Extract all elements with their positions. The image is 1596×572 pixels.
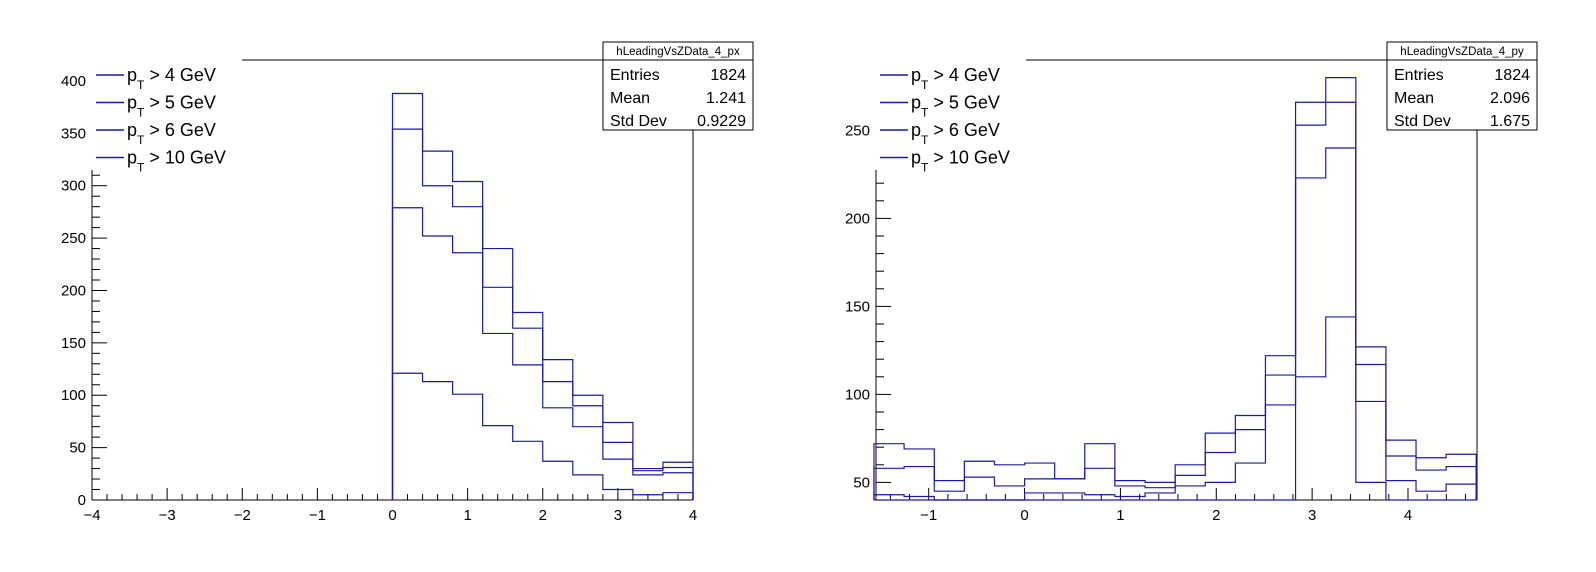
y-tick-label: 50 [69, 440, 86, 457]
y-tick-label: 100 [845, 386, 870, 403]
x-tick-label: −1 [920, 507, 937, 524]
stats-value: 0.9229 [697, 113, 746, 130]
histogram-series-2 [391, 128, 694, 500]
x-tick-label: 0 [1020, 507, 1028, 524]
histogram-series-1 [873, 77, 1477, 500]
legend-label: pT > 5 GeV [911, 93, 1000, 120]
y-tick-label: 200 [61, 282, 86, 299]
panel-px: −4 −3 −2 −1 0 1 2 3 4 0 50 100 150 200 250 300 350 400 pT… [61, 41, 754, 524]
histogram-series-3 [391, 207, 694, 500]
plot-area-px: −4 −3 −2 −1 0 1 2 3 4 0 50 100 150 200 250 300 350 400 [61, 59, 697, 524]
plot-area-py: −1 0 1 2 3 4 50 100 150 200 250 [845, 59, 1478, 524]
stats-label: Mean [1394, 90, 1434, 107]
legend-label: pT > 10 GeV [911, 148, 1010, 175]
y-tick-label: 300 [61, 178, 86, 195]
legend-label: pT > 6 GeV [127, 120, 216, 147]
x-tick-label: 3 [614, 507, 622, 524]
stats-value: 1.241 [706, 90, 746, 107]
x-tick-label: 3 [1308, 507, 1316, 524]
stats-label: Mean [610, 90, 650, 107]
y-tick-label: 150 [61, 335, 86, 352]
y-tick-label: 350 [61, 125, 86, 142]
stats-value: 1824 [710, 67, 746, 84]
stats-box-frame [1386, 41, 1538, 131]
stats-value: 1.675 [1490, 113, 1530, 130]
x-tick-label: −2 [234, 507, 251, 524]
x-tick-label: 1 [463, 507, 471, 524]
histogram-series-3 [873, 147, 1477, 501]
legend-label: pT > 5 GeV [127, 93, 216, 120]
legend-label: pT > 4 GeV [127, 65, 216, 92]
stats-box-py: hLeadingVsZData_4_py Entries 1824 Mean 2.096… [1386, 41, 1538, 131]
x-tick-label: 2 [539, 507, 547, 524]
histogram-series-2 [873, 101, 1477, 500]
legend-label: pT > 4 GeV [911, 65, 1000, 92]
y-tick-label: 250 [61, 230, 86, 247]
y-tick-label: 100 [61, 387, 86, 404]
y-tick-label: 400 [61, 73, 86, 90]
stats-label: Entries [610, 67, 660, 84]
stats-box-frame [602, 41, 754, 131]
stats-label: Std Dev [610, 113, 667, 130]
stats-label: Std Dev [1394, 113, 1451, 130]
y-tick-label: 200 [845, 210, 870, 227]
x-tick-label: 4 [1404, 507, 1412, 524]
legend-label: pT > 6 GeV [911, 120, 1000, 147]
y-tick-label: 50 [853, 474, 870, 491]
histogram-series-4 [873, 316, 1477, 501]
x-tick-label: −3 [159, 507, 176, 524]
x-tick-label: 1 [1116, 507, 1124, 524]
x-tick-label: −4 [83, 507, 100, 524]
y-tick-label: 0 [78, 492, 86, 509]
x-tick-label: −1 [309, 507, 326, 524]
y-tick-label: 250 [845, 122, 870, 139]
stats-label: Entries [1394, 67, 1444, 84]
y-tick-label: 150 [845, 298, 870, 315]
stats-box-px: hLeadingVsZData_4_px Entries 1824 Mean 1.241… [602, 41, 754, 131]
histogram-series-1 [391, 92, 694, 500]
stats-title: hLeadingVsZData_4_py [1400, 46, 1524, 58]
legend-label: pT > 10 GeV [127, 148, 226, 175]
x-tick-label: 2 [1212, 507, 1220, 524]
x-tick-label: 0 [388, 507, 396, 524]
stats-value: 1824 [1494, 67, 1530, 84]
stats-value: 2.096 [1490, 90, 1530, 107]
histogram-series-4 [391, 372, 694, 500]
x-tick-label: 4 [689, 507, 697, 524]
stats-title: hLeadingVsZData_4_px [616, 46, 740, 58]
